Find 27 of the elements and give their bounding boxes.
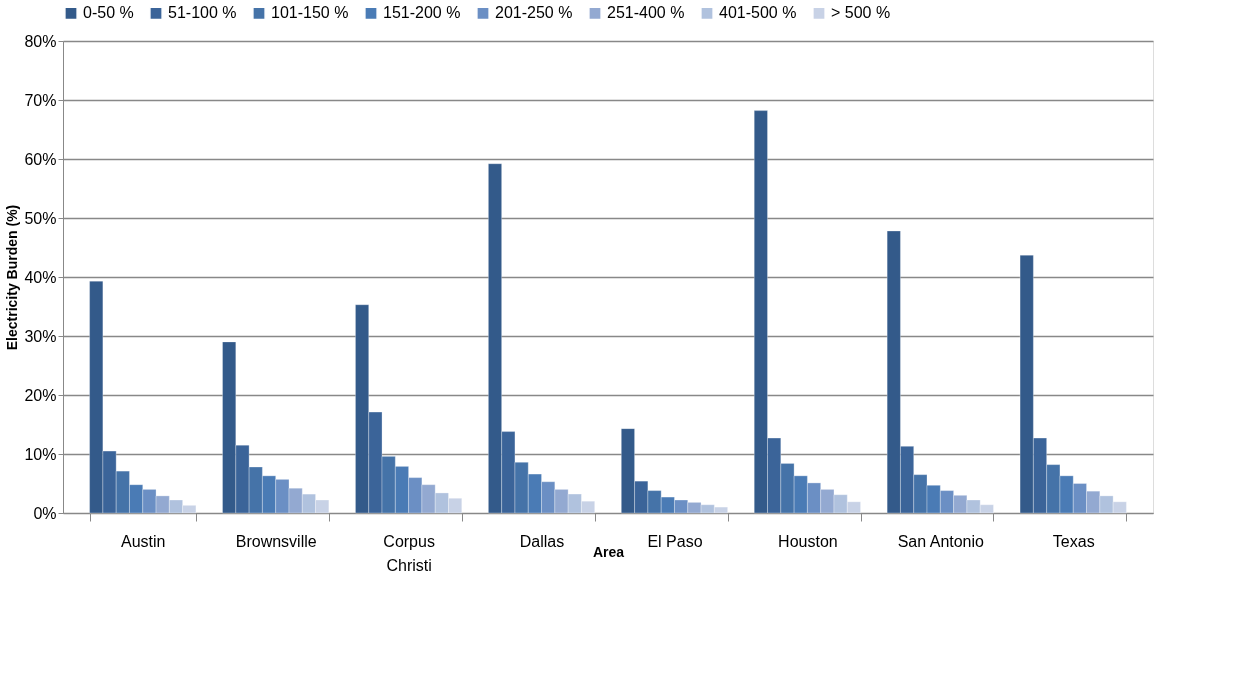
- legend-label: 251-400 %: [607, 4, 685, 22]
- y-tick-label: 30%: [24, 327, 57, 345]
- y-tick-label: 0%: [33, 504, 57, 522]
- y-tick-label: 40%: [24, 268, 57, 286]
- legend-label: 201-250 %: [495, 4, 573, 22]
- y-tick-label: 80%: [24, 32, 57, 50]
- y-tick-label: 50%: [24, 209, 57, 227]
- x-tick-label: Houston: [778, 532, 838, 550]
- y-tick-label: 20%: [24, 386, 57, 404]
- legend-label: 0-50 %: [83, 4, 134, 22]
- x-tick-label: San Antonio: [897, 532, 985, 550]
- legend-label: 51-100 %: [168, 4, 237, 22]
- y-tick-label: 70%: [24, 91, 57, 109]
- legend-label: 151-200 %: [383, 4, 461, 22]
- x-tick-label: Brownsville: [235, 532, 317, 550]
- legend-label: 101-150 %: [271, 4, 349, 22]
- legend-label: > 500 %: [831, 4, 891, 22]
- x-axis-title: Area: [592, 543, 625, 560]
- x-tick-label: Austin: [121, 532, 166, 550]
- legend-label: 401-500 %: [719, 4, 797, 22]
- y-axis-title: Electricity Burden (%): [4, 204, 21, 351]
- y-tick-label: 10%: [24, 445, 57, 463]
- x-tick-label: Corpus Christi: [383, 532, 435, 574]
- x-tick-label: Texas: [1052, 532, 1095, 550]
- x-tick-label: El Paso: [647, 532, 703, 550]
- y-tick-label: 60%: [24, 150, 57, 168]
- x-tick-label: Dallas: [519, 532, 565, 550]
